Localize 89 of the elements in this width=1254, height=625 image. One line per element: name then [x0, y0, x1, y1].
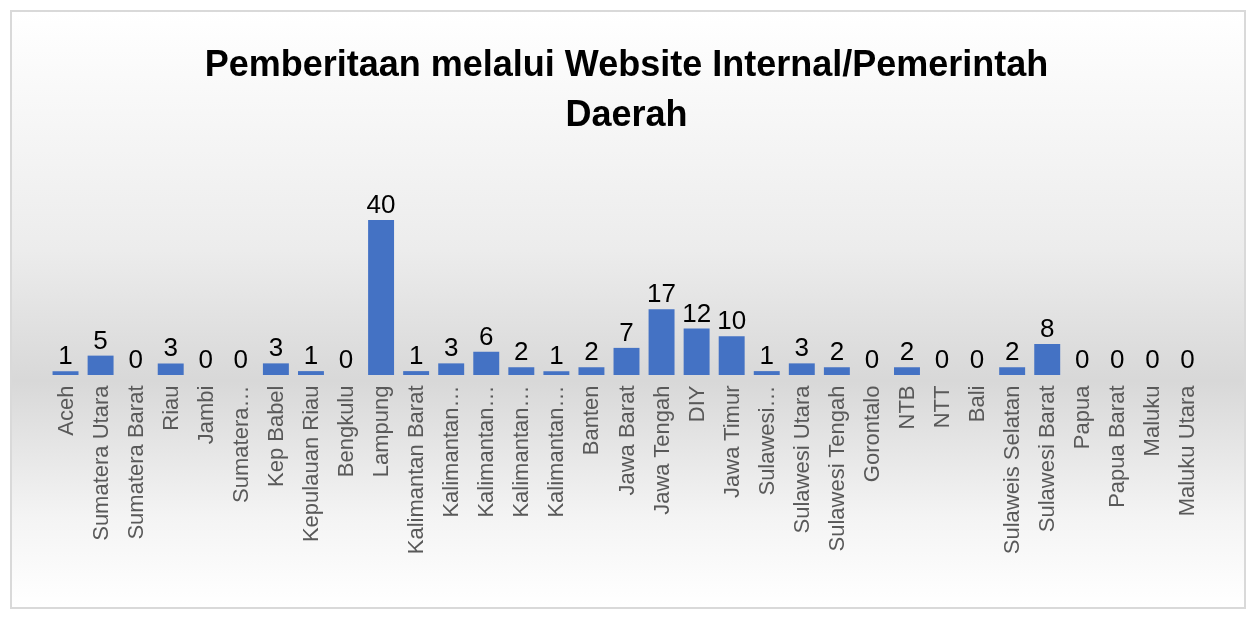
x-tick-label: Sulaweis Selatan: [999, 385, 1025, 555]
x-tick-label: Sumatera Utara: [87, 384, 113, 541]
data-label: 6: [479, 320, 494, 351]
bar: [157, 363, 184, 375]
bar: [718, 336, 745, 375]
x-tick-label: Kalimantan…: [543, 385, 569, 518]
bar: [87, 355, 114, 375]
x-tick-label: Gorontalo: [858, 385, 884, 483]
data-label: 12: [682, 297, 712, 328]
data-label: 2: [584, 336, 599, 367]
bar: [823, 367, 850, 375]
data-label: 3: [268, 332, 284, 363]
bar: [262, 363, 289, 375]
data-label: 2: [514, 336, 529, 367]
data-label: 1: [408, 340, 424, 371]
bar: [578, 367, 605, 375]
x-tick-label: Jambi: [192, 385, 218, 445]
data-label: 3: [443, 332, 459, 363]
x-tick-label: Kep Babel: [262, 385, 288, 488]
x-tick-label: Bali: [964, 385, 990, 423]
bar: [999, 367, 1026, 375]
bar: [543, 371, 570, 375]
data-label: 0: [1180, 344, 1195, 374]
x-tick-label: Kalimantan…: [508, 385, 534, 518]
data-label: 0: [198, 344, 214, 374]
data-label: 0: [338, 344, 354, 374]
bar: [438, 363, 465, 375]
chart-title: Pemberitaan melalui Website Internal/Pemerintah Daerah: [204, 43, 1049, 134]
x-tick-label: Sulawesi Tengah: [823, 385, 849, 552]
data-label: 40: [366, 189, 396, 219]
bar: [368, 220, 395, 375]
bar: [1034, 344, 1061, 375]
bar: [297, 371, 324, 375]
data-label: 0: [1145, 344, 1160, 374]
data-label: 17: [647, 278, 677, 309]
x-tick-label: Papua: [1069, 384, 1095, 450]
data-label: 1: [303, 340, 319, 371]
data-label: 0: [233, 344, 249, 374]
data-label: 0: [1075, 344, 1090, 374]
data-label: 2: [899, 336, 915, 367]
x-tick-label: DIY: [683, 385, 709, 423]
x-tick-label: Jawa Barat: [613, 385, 639, 496]
data-label: 0: [864, 344, 880, 374]
x-tick-label: Kalimantan…: [438, 385, 464, 518]
x-tick-label: Jawa Tengah: [648, 385, 674, 515]
x-tick-label: Kalimantan Barat: [403, 385, 429, 555]
x-tick-label: Sulawesi…: [753, 385, 779, 496]
data-label: 3: [163, 332, 178, 363]
data-label: 7: [619, 316, 634, 347]
x-tick-label: Aceh: [52, 385, 78, 436]
bar: [753, 371, 780, 375]
data-label: 10: [717, 305, 747, 336]
x-tick-label: NTB: [893, 385, 919, 430]
x-tick-label: Banten: [578, 385, 604, 456]
x-tick-label: Maluku Utara: [1174, 384, 1200, 517]
x-tick-label: Riau: [157, 385, 183, 431]
data-label: 1: [549, 340, 564, 371]
x-tick-label: Jawa Timur: [718, 385, 744, 498]
x-tick-label: Maluku: [1139, 385, 1165, 457]
x-tick-label: Sulawesi Utara: [788, 384, 814, 534]
x-tick-label: Kalimantan…: [473, 385, 499, 518]
bar: [403, 371, 430, 375]
x-tick-label: Kepulauan Riau: [297, 385, 323, 543]
data-label: 1: [58, 340, 73, 371]
data-label: 0: [934, 344, 950, 374]
data-label: 0: [1110, 344, 1125, 374]
bar: [788, 363, 815, 375]
data-label: 2: [1004, 336, 1020, 367]
x-tick-label: Sumatera…: [227, 385, 253, 503]
x-tick-label: Papua Barat: [1104, 385, 1130, 508]
data-label: 0: [969, 344, 985, 374]
bar: [473, 351, 500, 375]
data-label: 3: [794, 332, 810, 363]
x-tick-label: Bengkulu: [333, 385, 359, 478]
data-label: 2: [829, 336, 845, 367]
bar: [683, 328, 710, 375]
bar: [52, 371, 79, 375]
data-label: 5: [93, 324, 108, 355]
data-label: 1: [759, 340, 774, 371]
data-label: 8: [1039, 313, 1055, 343]
x-tick-label: Sulawesi Barat: [1034, 385, 1060, 533]
x-tick-label: NTT: [929, 385, 955, 429]
bar: [613, 347, 640, 375]
bar: [648, 309, 675, 375]
x-tick-label: Sumatera Barat: [122, 385, 148, 540]
x-tick-label: Lampung: [368, 385, 394, 478]
bar: [508, 367, 535, 375]
bar: [894, 367, 920, 375]
data-label: 0: [128, 344, 143, 374]
